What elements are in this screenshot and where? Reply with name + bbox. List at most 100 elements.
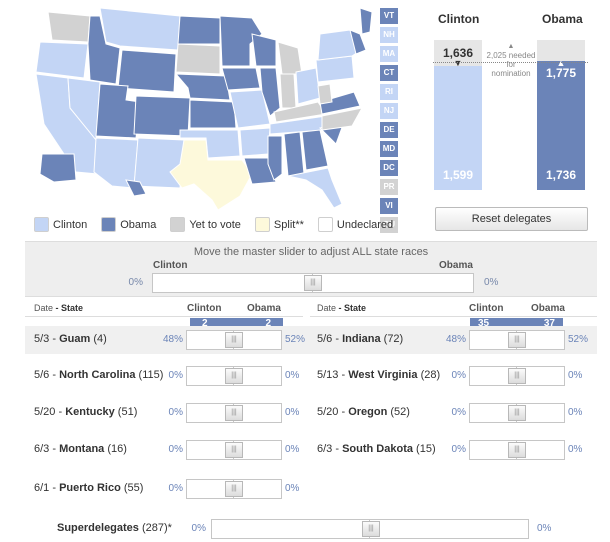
master-slider[interactable]: ||| xyxy=(152,273,474,293)
race-clinton-pct: 0% xyxy=(168,370,183,381)
race-delegates: (51) xyxy=(117,406,138,418)
race-clinton-pct: 48% xyxy=(445,334,466,345)
race-label: 5/6 - Indiana (72) xyxy=(317,333,403,345)
race-state: Guam xyxy=(59,333,91,345)
race-sep: - xyxy=(49,482,60,494)
left-clinton-header: Clinton xyxy=(187,303,222,314)
race-label: 5/6 - North Carolina (115) xyxy=(34,369,163,381)
legend-item: Split** xyxy=(254,217,304,232)
us-delegate-map[interactable] xyxy=(30,4,375,214)
race-state: Puerto Rico xyxy=(59,482,121,494)
race-obama-pct: 0% xyxy=(568,444,583,455)
right-clinton-header: Clinton xyxy=(469,303,504,314)
nomination-line xyxy=(433,62,588,63)
master-slider-panel: Move the master slider to adjust ALL sta… xyxy=(25,241,597,297)
race-slider[interactable]: ||| xyxy=(469,403,565,423)
race-slider[interactable]: ||| xyxy=(186,479,282,499)
left-date-state-header: Date - State xyxy=(34,303,83,313)
race-slider[interactable]: ||| xyxy=(469,330,565,350)
small-state-de[interactable]: DE xyxy=(380,122,398,138)
race-label: 5/13 - West Virginia (28) xyxy=(317,369,440,381)
small-state-pr[interactable]: PR xyxy=(380,179,398,195)
clinton-delegate-bar: 1,636 ▼ 1,599 xyxy=(434,40,482,190)
small-state-ri[interactable]: RI xyxy=(380,84,398,100)
state-header: State xyxy=(61,303,84,313)
state-florida xyxy=(287,167,343,209)
small-state-nh[interactable]: NH xyxy=(380,27,398,43)
state-minnesota xyxy=(219,15,263,67)
race-label: 5/20 - Kentucky (51) xyxy=(34,406,137,418)
race-clinton-pct: 48% xyxy=(162,334,183,345)
small-state-ma[interactable]: MA xyxy=(380,46,398,62)
superdelegates-row: Superdelegates (287)* 0% ||| 0% xyxy=(25,512,597,542)
race-sep: - xyxy=(338,369,349,381)
obama-projected: 1,775 xyxy=(545,66,577,80)
legend-swatch xyxy=(170,217,186,232)
superdelegates-slider[interactable]: ||| xyxy=(211,519,529,539)
small-state-nj[interactable]: NJ xyxy=(380,103,398,119)
race-slider-handle[interactable]: ||| xyxy=(225,442,243,458)
race-slider-handle[interactable]: ||| xyxy=(225,368,243,384)
date-header: Date xyxy=(317,303,337,313)
state-new-york xyxy=(317,29,359,61)
obama-up-arrow-icon: ▲ xyxy=(556,58,566,68)
race-label: 6/1 - Puerto Rico (55) xyxy=(34,482,143,494)
race-clinton-pct: 0% xyxy=(451,407,466,418)
race-slider-handle[interactable]: ||| xyxy=(508,442,526,458)
race-sep: - xyxy=(49,443,60,455)
master-slider-handle[interactable]: ||| xyxy=(304,275,322,291)
race-slider-handle[interactable]: ||| xyxy=(225,405,243,421)
race-date: 5/6 xyxy=(317,333,333,345)
race-delegates: (28) xyxy=(420,369,441,381)
race-sep: - xyxy=(55,406,66,418)
clinton-bar-fill xyxy=(434,65,482,190)
race-slider[interactable]: ||| xyxy=(186,403,282,423)
small-states-column: VT NH MA CT RI NJ DE MD DC PR VI GU xyxy=(380,8,398,236)
race-delegates: (52) xyxy=(390,406,410,418)
state-oregon xyxy=(35,41,89,79)
race-slider[interactable]: ||| xyxy=(469,366,565,386)
small-state-vi[interactable]: VI xyxy=(380,198,398,214)
race-state: Oregon xyxy=(348,406,388,418)
race-date: 5/6 xyxy=(34,369,50,381)
race-delegates: (55) xyxy=(123,482,144,494)
state-ohio xyxy=(295,67,321,105)
small-state-md[interactable]: MD xyxy=(380,141,398,157)
state-idaho xyxy=(87,15,121,85)
superdelegates-slider-handle[interactable]: ||| xyxy=(362,521,380,537)
state-indiana xyxy=(279,73,297,109)
race-slider-handle[interactable]: ||| xyxy=(508,332,526,348)
small-state-gu[interactable]: GU xyxy=(380,217,398,233)
reset-delegates-button[interactable]: Reset delegates xyxy=(435,207,588,231)
state-texas xyxy=(169,139,253,211)
right-header-divider xyxy=(310,316,597,317)
legend-label: Undeclared xyxy=(336,218,394,231)
race-obama-pct: 0% xyxy=(285,444,300,455)
race-label: 5/20 - Oregon (52) xyxy=(317,406,410,418)
clinton-projected: 1,636 xyxy=(442,46,474,60)
race-delegates: (72) xyxy=(383,333,404,345)
legend-label: Obama xyxy=(120,218,157,231)
race-sep: - xyxy=(332,333,343,345)
header-sep: - xyxy=(336,303,345,313)
left-obama-count: 2 xyxy=(265,318,271,329)
race-sep: - xyxy=(332,443,343,455)
legend-label: Split** xyxy=(273,218,304,231)
master-caption: Move the master slider to adjust ALL sta… xyxy=(193,246,429,258)
race-slider[interactable]: ||| xyxy=(186,330,282,350)
race-delegates: (4) xyxy=(93,333,107,345)
state-wyoming xyxy=(117,49,177,93)
small-state-dc[interactable]: DC xyxy=(380,160,398,176)
race-slider-handle[interactable]: ||| xyxy=(225,481,243,497)
state-kansas xyxy=(189,99,237,129)
superdelegates-title: Superdelegates xyxy=(57,522,139,534)
race-slider[interactable]: ||| xyxy=(186,366,282,386)
obama-bar-fill xyxy=(537,61,585,190)
race-slider-handle[interactable]: ||| xyxy=(508,368,526,384)
race-slider[interactable]: ||| xyxy=(469,440,565,460)
small-state-ct[interactable]: CT xyxy=(380,65,398,81)
race-slider[interactable]: ||| xyxy=(186,440,282,460)
race-slider-handle[interactable]: ||| xyxy=(508,405,526,421)
race-slider-handle[interactable]: ||| xyxy=(225,332,243,348)
small-state-vt[interactable]: VT xyxy=(380,8,398,24)
